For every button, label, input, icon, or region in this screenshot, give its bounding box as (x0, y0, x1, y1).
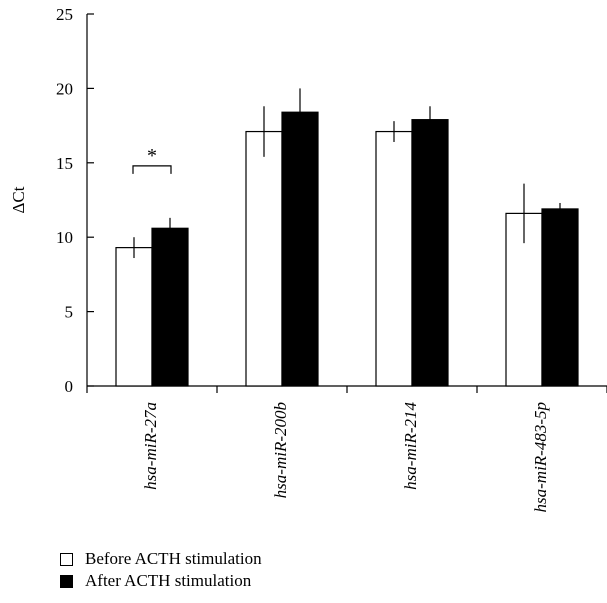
y-tick-label: 15 (56, 154, 73, 173)
legend-label-after: After ACTH stimulation (85, 571, 252, 590)
bar (115, 247, 153, 387)
legend: Before ACTH stimulation After ACTH stimu… (60, 548, 262, 592)
y-axis: 0 5 10 15 20 25 (56, 5, 94, 396)
legend-item-after: After ACTH stimulation (60, 570, 262, 592)
y-axis-label: ΔCt (9, 186, 28, 213)
annotations: * (132, 145, 172, 174)
y-tick-label: 20 (56, 79, 73, 98)
y-tick-label: 5 (65, 303, 74, 322)
legend-item-before: Before ACTH stimulation (60, 548, 262, 570)
bar (541, 208, 579, 387)
y-tick-label: 10 (56, 228, 73, 247)
x-tick-label: hsa-miR-200b (271, 402, 290, 498)
x-tick-label: hsa-miR-214 (401, 402, 420, 490)
bar (411, 119, 449, 387)
legend-swatch-before (60, 552, 73, 566)
significance-star: * (147, 145, 157, 167)
significance-bracket (132, 165, 172, 174)
legend-swatch-after (60, 574, 73, 588)
x-tick-label: hsa-miR-27a (141, 402, 160, 490)
bar (281, 111, 319, 387)
x-tick-label: hsa-miR-483-5p (531, 402, 550, 512)
bars (115, 88, 579, 387)
bar (245, 130, 283, 387)
bar (151, 227, 189, 387)
y-tick-label: 0 (65, 377, 74, 396)
legend-label-before: Before ACTH stimulation (85, 549, 262, 568)
x-axis: hsa-miR-27a hsa-miR-200b hsa-miR-214 hsa-mi… (86, 385, 607, 512)
y-tick-label: 25 (56, 5, 73, 24)
bar (375, 130, 413, 387)
